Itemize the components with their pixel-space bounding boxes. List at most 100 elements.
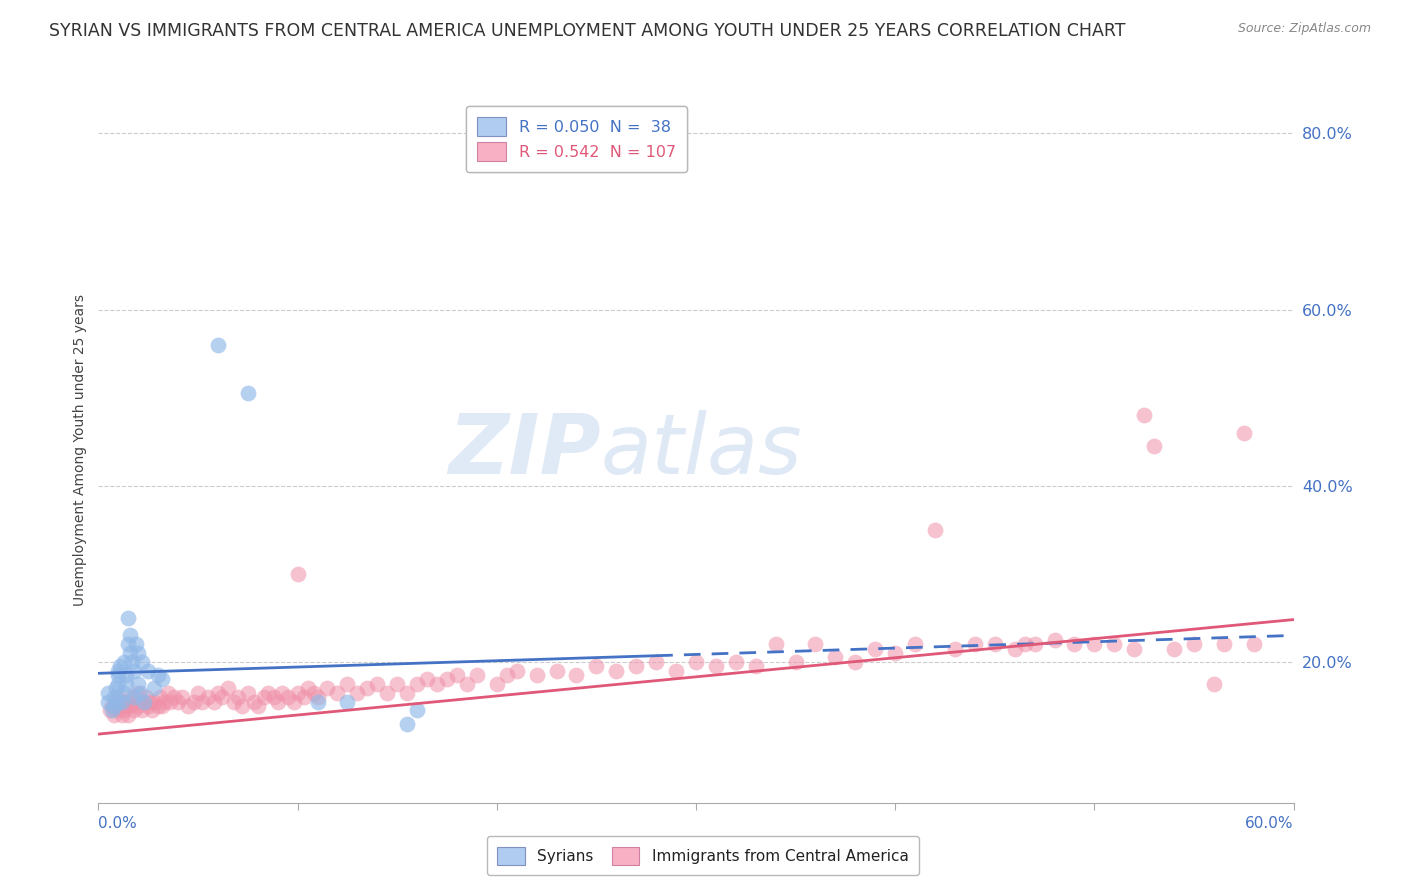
Point xyxy=(565,668,588,682)
Point xyxy=(924,523,946,537)
Point xyxy=(139,694,162,708)
Point xyxy=(231,698,253,713)
Point xyxy=(1233,425,1256,440)
Point xyxy=(226,690,249,705)
Point xyxy=(1243,637,1265,651)
Point xyxy=(97,686,120,700)
Point xyxy=(143,681,166,696)
Point xyxy=(785,655,807,669)
Point xyxy=(111,694,134,708)
Point xyxy=(117,611,139,625)
Point xyxy=(236,686,259,700)
Point xyxy=(117,637,139,651)
Point xyxy=(107,690,129,705)
Point xyxy=(1083,637,1105,651)
Point xyxy=(120,646,142,660)
Point xyxy=(1004,641,1026,656)
Point xyxy=(202,694,225,708)
Point xyxy=(110,698,132,713)
Point xyxy=(107,664,129,678)
Point xyxy=(183,694,205,708)
Point xyxy=(150,673,173,687)
Point xyxy=(267,694,290,708)
Point xyxy=(246,698,269,713)
Point xyxy=(207,337,229,351)
Point xyxy=(101,703,124,717)
Point xyxy=(406,677,429,691)
Point xyxy=(506,664,529,678)
Text: 0.0%: 0.0% xyxy=(98,816,138,831)
Point xyxy=(605,664,627,678)
Point xyxy=(263,690,285,705)
Point xyxy=(115,698,138,713)
Point xyxy=(172,690,194,705)
Point xyxy=(326,686,349,700)
Point xyxy=(117,707,139,722)
Point xyxy=(177,698,200,713)
Point xyxy=(107,703,129,717)
Point xyxy=(191,694,214,708)
Point xyxy=(105,681,128,696)
Point xyxy=(526,668,548,682)
Point xyxy=(685,655,707,669)
Point xyxy=(134,694,156,708)
Point xyxy=(1104,637,1126,651)
Point xyxy=(211,690,233,705)
Point xyxy=(105,694,128,708)
Point xyxy=(117,694,139,708)
Point xyxy=(107,677,129,691)
Text: Source: ZipAtlas.com: Source: ZipAtlas.com xyxy=(1237,22,1371,36)
Point xyxy=(120,628,142,642)
Point xyxy=(112,703,135,717)
Point xyxy=(336,694,359,708)
Point xyxy=(1143,439,1166,453)
Point xyxy=(292,690,315,705)
Point xyxy=(103,707,125,722)
Point xyxy=(125,694,148,708)
Point xyxy=(98,703,122,717)
Point xyxy=(626,659,648,673)
Point xyxy=(148,698,170,713)
Point xyxy=(765,637,787,651)
Point xyxy=(346,686,368,700)
Point xyxy=(645,655,668,669)
Point xyxy=(1123,641,1146,656)
Y-axis label: Unemployment Among Youth under 25 years: Unemployment Among Youth under 25 years xyxy=(73,294,87,607)
Point xyxy=(745,659,768,673)
Point xyxy=(222,694,245,708)
Point xyxy=(157,686,180,700)
Point xyxy=(134,694,156,708)
Point xyxy=(101,698,124,713)
Point xyxy=(129,686,152,700)
Point xyxy=(307,694,329,708)
Point xyxy=(297,681,319,696)
Point xyxy=(1133,409,1156,423)
Point xyxy=(124,703,146,717)
Point xyxy=(167,694,190,708)
Point xyxy=(336,677,359,691)
Legend: Syrians, Immigrants from Central America: Syrians, Immigrants from Central America xyxy=(486,837,920,875)
Point xyxy=(865,641,887,656)
Point xyxy=(236,386,259,401)
Point xyxy=(302,686,325,700)
Point xyxy=(121,690,143,705)
Point xyxy=(127,686,149,700)
Point xyxy=(107,694,129,708)
Point xyxy=(141,703,163,717)
Text: atlas: atlas xyxy=(600,410,801,491)
Point xyxy=(963,637,986,651)
Point xyxy=(148,668,170,682)
Point xyxy=(665,664,688,678)
Point xyxy=(1024,637,1046,651)
Point xyxy=(149,690,172,705)
Point xyxy=(136,698,159,713)
Point xyxy=(287,686,309,700)
Point xyxy=(316,681,339,696)
Point xyxy=(111,707,134,722)
Point xyxy=(436,673,458,687)
Point xyxy=(385,677,409,691)
Point xyxy=(1182,637,1205,651)
Point xyxy=(197,690,219,705)
Point xyxy=(111,694,134,708)
Point xyxy=(406,703,429,717)
